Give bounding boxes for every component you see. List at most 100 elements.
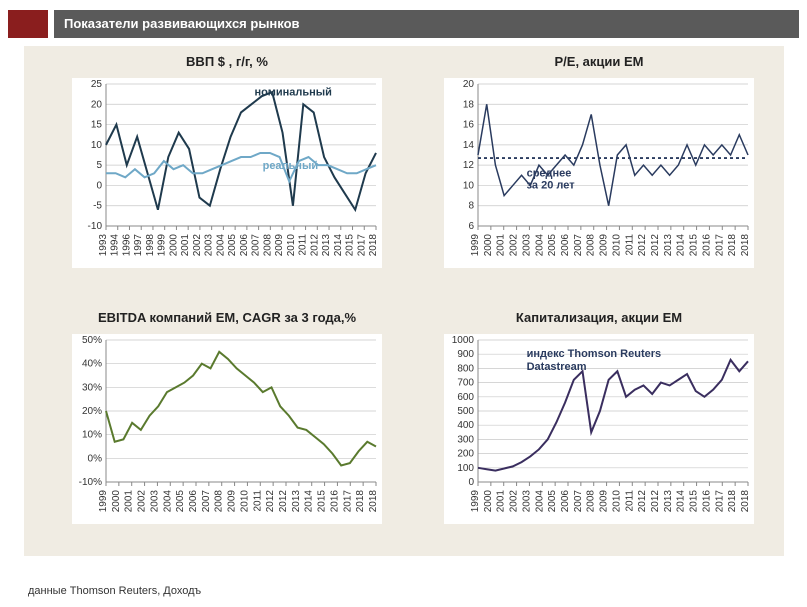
svg-text:среднее: среднее [527, 167, 572, 179]
svg-text:10%: 10% [82, 430, 102, 441]
svg-text:2010: 2010 [611, 490, 622, 513]
svg-text:20%: 20% [82, 406, 102, 417]
svg-text:2002: 2002 [509, 490, 520, 513]
svg-text:2003: 2003 [204, 234, 215, 257]
svg-text:12: 12 [463, 160, 475, 171]
svg-text:700: 700 [457, 378, 474, 389]
svg-text:1994: 1994 [110, 234, 121, 257]
svg-text:0: 0 [468, 477, 474, 488]
svg-text:2008: 2008 [214, 490, 225, 513]
plot-grid: ВВП $ , г/г, % -10-505101520251993199419… [24, 46, 784, 556]
chart-title-ebitda: EBITDA компаний EM, CAGR за 3 года,% [72, 310, 382, 325]
chart-title-gdp: ВВП $ , г/г, % [72, 54, 382, 69]
svg-text:2013: 2013 [291, 490, 302, 513]
svg-text:2007: 2007 [201, 490, 212, 513]
chart-title-pe: P/E, акции EM [444, 54, 754, 69]
svg-text:1997: 1997 [133, 234, 144, 257]
svg-text:0%: 0% [88, 453, 103, 464]
svg-text:2016: 2016 [701, 234, 712, 257]
svg-text:25: 25 [91, 79, 103, 90]
chart-pe: P/E, акции EM 68101214161820199920002001… [444, 78, 754, 268]
svg-text:2008: 2008 [586, 490, 597, 513]
svg-text:2012: 2012 [265, 490, 276, 513]
svg-text:30%: 30% [82, 382, 102, 393]
chart-title-cap: Капитализация, акции EM [444, 310, 754, 325]
svg-text:300: 300 [457, 434, 474, 445]
svg-text:2005: 2005 [227, 234, 238, 257]
svg-text:2008: 2008 [262, 234, 273, 257]
svg-text:2016: 2016 [701, 490, 712, 513]
svg-text:1999: 1999 [157, 234, 168, 257]
svg-text:2009: 2009 [274, 234, 285, 257]
svg-text:6: 6 [468, 221, 474, 232]
svg-text:Datastream: Datastream [527, 361, 587, 373]
svg-text:2005: 2005 [175, 490, 186, 513]
svg-text:2005: 2005 [547, 490, 558, 513]
svg-text:400: 400 [457, 420, 474, 431]
svg-text:1999: 1999 [470, 490, 481, 513]
svg-text:2013: 2013 [663, 234, 674, 257]
svg-text:0: 0 [96, 180, 102, 191]
svg-text:1999: 1999 [98, 490, 109, 513]
svg-text:20: 20 [463, 79, 475, 90]
svg-text:2015: 2015 [689, 234, 700, 257]
svg-text:2012: 2012 [637, 234, 648, 257]
svg-text:2012: 2012 [650, 490, 661, 513]
svg-text:2018: 2018 [727, 234, 738, 257]
svg-text:2004: 2004 [534, 490, 545, 513]
svg-text:2018: 2018 [740, 234, 751, 257]
svg-text:2000: 2000 [483, 234, 494, 257]
svg-text:200: 200 [457, 449, 474, 460]
svg-text:2015: 2015 [317, 490, 328, 513]
svg-text:2002: 2002 [509, 234, 520, 257]
svg-text:100: 100 [457, 463, 474, 474]
svg-text:2012: 2012 [309, 234, 320, 257]
svg-text:2006: 2006 [560, 490, 571, 513]
svg-text:2017: 2017 [356, 234, 367, 257]
svg-text:2015: 2015 [345, 234, 356, 257]
svg-text:2006: 2006 [239, 234, 250, 257]
svg-text:2000: 2000 [483, 490, 494, 513]
svg-text:2004: 2004 [534, 234, 545, 257]
svg-text:реальный: реальный [263, 160, 319, 172]
svg-text:2001: 2001 [496, 234, 507, 257]
svg-text:2013: 2013 [663, 490, 674, 513]
svg-text:40%: 40% [82, 359, 102, 370]
svg-text:2003: 2003 [149, 490, 160, 513]
svg-text:10: 10 [463, 180, 475, 191]
svg-text:2002: 2002 [192, 234, 203, 257]
svg-text:2012: 2012 [650, 234, 661, 257]
svg-text:2002: 2002 [137, 490, 148, 513]
svg-text:2003: 2003 [521, 234, 532, 257]
svg-text:2005: 2005 [547, 234, 558, 257]
source-text: данные Thomson Reuters, Доходъ [28, 585, 201, 597]
svg-text:2009: 2009 [599, 490, 610, 513]
svg-text:2015: 2015 [689, 490, 700, 513]
svg-text:2007: 2007 [573, 234, 584, 257]
svg-text:2007: 2007 [251, 234, 262, 257]
svg-text:2007: 2007 [573, 490, 584, 513]
svg-text:1993: 1993 [98, 234, 109, 257]
svg-text:2011: 2011 [624, 234, 635, 256]
svg-text:800: 800 [457, 363, 474, 374]
svg-text:2001: 2001 [124, 490, 135, 513]
svg-text:2001: 2001 [496, 490, 507, 513]
chart-cap: Капитализация, акции EM 0100200300400500… [444, 334, 754, 524]
svg-text:15: 15 [91, 120, 103, 131]
svg-text:2018: 2018 [727, 490, 738, 513]
svg-text:2017: 2017 [714, 490, 725, 513]
svg-text:-5: -5 [93, 201, 102, 212]
chart-ebitda: EBITDA компаний EM, CAGR за 3 года,% -10… [72, 334, 382, 524]
svg-text:1999: 1999 [470, 234, 481, 257]
svg-text:2014: 2014 [333, 234, 344, 257]
svg-text:2010: 2010 [286, 234, 297, 257]
svg-text:20: 20 [91, 99, 103, 110]
svg-text:900: 900 [457, 349, 474, 360]
svg-text:1000: 1000 [452, 335, 475, 346]
svg-text:5: 5 [96, 160, 102, 171]
svg-text:8: 8 [468, 201, 474, 212]
svg-text:16: 16 [463, 120, 475, 131]
svg-text:500: 500 [457, 406, 474, 417]
svg-text:50%: 50% [82, 335, 102, 346]
svg-text:2009: 2009 [599, 234, 610, 257]
